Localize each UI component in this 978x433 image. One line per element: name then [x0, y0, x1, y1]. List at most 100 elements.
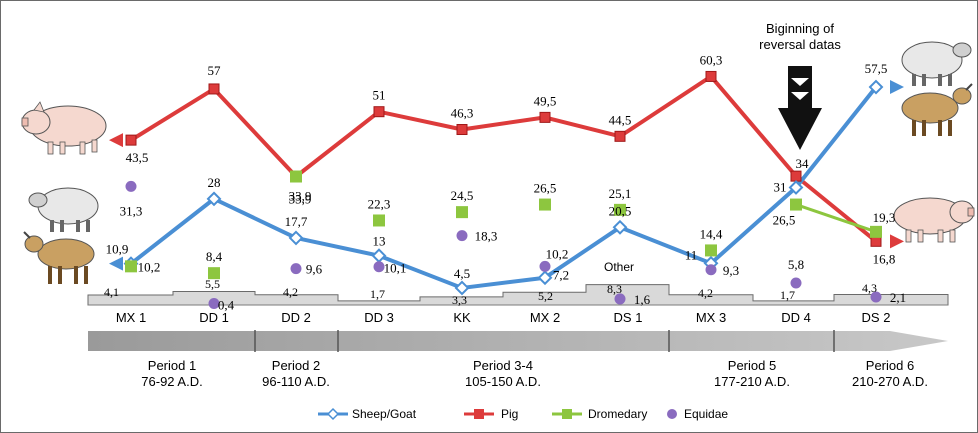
dromedary-marker: [373, 214, 385, 227]
pig-marker: [614, 130, 626, 142]
period-name: Period 1: [148, 358, 196, 373]
pig-value-label: 60,3: [700, 52, 723, 67]
equidae-value-label: 9,6: [306, 262, 323, 277]
pig-value-label: 57: [208, 63, 222, 78]
other-value-label: 4,2: [698, 286, 713, 300]
pig-marker: [208, 83, 220, 95]
pig-marker: [539, 111, 551, 123]
sheep-goat-value-label: 17,7: [285, 214, 308, 229]
period-dates: 96-110 A.D.: [262, 374, 330, 389]
period-name: Period 6: [866, 358, 914, 373]
dromedary-value-label: 25,1: [609, 186, 632, 201]
legend-equidae-label: Equidae: [684, 407, 728, 421]
dromedary-marker: [208, 267, 220, 280]
pig-value-label: 44,5: [609, 112, 632, 127]
category-label: MX 1: [116, 310, 146, 325]
category-label: DS 2: [862, 310, 891, 325]
sheep-goat-value-label: 20,5: [609, 203, 632, 218]
period-dates: 105-150 A.D.: [465, 374, 541, 389]
dromedary-value-label: 24,5: [451, 188, 474, 203]
pig-value-label: 34: [796, 156, 810, 171]
reversal-arrow-icon: [778, 66, 822, 150]
sheep-goat-marker: [288, 230, 304, 246]
dromedary-marker: [870, 225, 882, 238]
equidae-value-label: 18,3: [475, 229, 498, 244]
goat-icon: [23, 231, 95, 284]
sheep-goat-end-arrow: [890, 80, 904, 95]
sheep-icon: [28, 187, 99, 232]
period-name: Period 3-4: [473, 358, 533, 373]
period-name: Period 2: [272, 358, 320, 373]
equidae-value-label: 9,3: [723, 263, 739, 278]
pig-value-label: 49,5: [534, 93, 557, 108]
sheep-goat-value-label: 31: [774, 180, 787, 195]
other-value-label: 8,3: [607, 282, 622, 296]
equidae-value-label: 10,2: [546, 246, 569, 261]
sheep-goat-marker: [454, 280, 470, 296]
pig-icon: [21, 101, 107, 155]
annotation-text: Biginning of reversal datas: [759, 21, 841, 52]
period-dates: 210-270 A.D.: [852, 374, 928, 389]
legend-equidae-swatch: [667, 409, 677, 419]
sheep-goat-line: [129, 85, 878, 290]
sheep-goat-marker: [868, 79, 884, 95]
pig-line: [129, 74, 878, 243]
category-label: DD 2: [281, 310, 311, 325]
pig-marker: [456, 124, 468, 136]
sheep-goat-value-label: 57,5: [865, 61, 888, 76]
equidae-marker: [870, 291, 882, 303]
other-value-label: 4,2: [283, 285, 298, 299]
dromedary-value-label: 10,2: [138, 259, 161, 274]
pig-marker: [705, 70, 717, 82]
other-value-label: 5,5: [205, 277, 220, 291]
pig-icon-right: [893, 197, 975, 243]
sheep-goat-value-label: 7,2: [553, 268, 569, 283]
equidae-marker: [614, 293, 626, 305]
category-label: DS 1: [614, 310, 643, 325]
other-step-area: [87, 284, 949, 306]
dromedary-value-label: 8,4: [206, 249, 223, 264]
dromedary-value-label: 26,5: [534, 181, 557, 196]
other-value-label: 4,3: [862, 281, 877, 295]
pig-marker: [125, 134, 137, 146]
dromedary-value-label: 19,3: [873, 210, 896, 225]
equidae-value-label: 0,4: [218, 297, 235, 312]
equidae-value-label: 1,6: [634, 292, 651, 307]
other-value-label: 4,1: [104, 285, 119, 299]
category-label: KK: [453, 310, 471, 325]
sheep-goat-value-label: 28: [208, 175, 221, 190]
dromedary-marker: [125, 260, 137, 273]
sheep-icon-right: [901, 41, 972, 86]
equidae-value-label: 5,8: [788, 257, 804, 272]
dromedary-connector: [795, 203, 877, 234]
pig-value-label: 43,5: [126, 150, 149, 165]
pig-value-label: 16,8: [873, 251, 896, 266]
dromedary-value-label: 14,4: [700, 226, 723, 241]
other-value-label: 3,3: [452, 293, 467, 307]
category-label: MX 2: [530, 310, 560, 325]
dromedary-marker: [456, 206, 468, 219]
equidae-marker: [208, 297, 220, 309]
dromedary-value-label: 22,3: [368, 196, 391, 211]
category-label: DD 3: [364, 310, 394, 325]
category-label: MX 3: [696, 310, 726, 325]
dromedary-marker: [790, 198, 802, 211]
equidae-value-label: 2,1: [890, 290, 906, 305]
sheep-goat-value-label: 13: [373, 234, 386, 249]
equidae-marker: [290, 263, 302, 275]
category-label: DD 4: [781, 310, 811, 325]
other-series-label: Other: [604, 260, 634, 274]
legend-pig-label: Pig: [501, 407, 518, 421]
equidae-marker: [456, 230, 468, 242]
pig-end-arrow: [890, 234, 904, 249]
dromedary-marker: [705, 244, 717, 257]
legend-dromedary-label: Dromedary: [588, 407, 647, 421]
timeline-arrow: [88, 331, 948, 351]
sheep-goat-marker: [612, 219, 628, 235]
equidae-marker: [373, 261, 385, 273]
period-dates: 177-210 A.D.: [714, 374, 790, 389]
category-label: DD 1: [199, 310, 229, 325]
dromedary-value-label: 26,5: [773, 213, 796, 228]
